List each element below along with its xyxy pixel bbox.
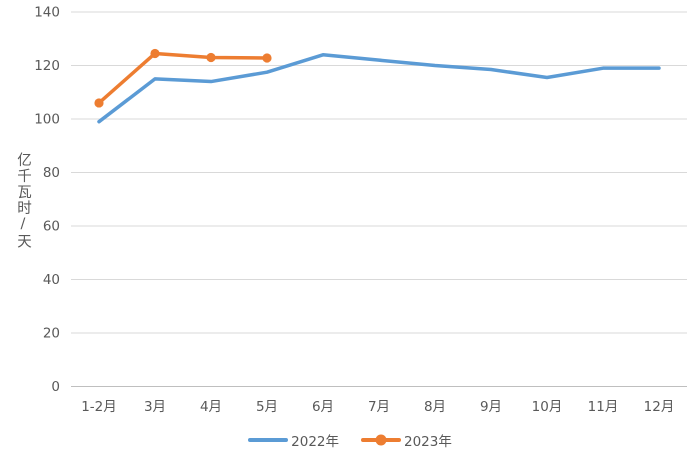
legend: 2022年 2023年 (0, 430, 700, 450)
y-tick-label: 20 (43, 326, 60, 342)
x-tick-label: 8月 (424, 399, 446, 415)
y-tick-label: 60 (43, 219, 60, 235)
x-tick-label: 7月 (368, 399, 390, 415)
y-tick-label: 100 (34, 112, 60, 128)
x-tick-label: 12月 (644, 399, 675, 415)
data-point-series-1[interactable] (262, 53, 272, 63)
y-tick-label: 80 (43, 165, 60, 181)
x-tick-label: 5月 (256, 399, 278, 415)
x-tick-label: 11月 (588, 399, 619, 415)
y-axis-title: 亿千瓦时/天 (15, 152, 31, 250)
legend-line-swatch-2023 (361, 434, 401, 446)
y-tick-label: 40 (43, 272, 60, 288)
legend-line-swatch-2022 (248, 437, 289, 443)
data-point-series-1[interactable] (94, 98, 104, 108)
y-tick-label: 0 (51, 379, 60, 395)
data-point-series-1[interactable] (206, 52, 216, 63)
x-tick-label: 3月 (144, 399, 166, 415)
y-tick-label: 140 (34, 5, 60, 21)
series-line-1[interactable] (97, 51, 269, 105)
series-line-0[interactable] (97, 53, 661, 124)
x-tick-label: 1-2月 (81, 399, 117, 415)
legend-label-2023: 2023年 (404, 434, 452, 450)
x-tick-label: 9月 (480, 399, 502, 415)
legend-marker-dot-2023 (375, 434, 387, 446)
y-tick-label: 120 (34, 58, 60, 74)
x-tick-label: 10月 (532, 399, 563, 415)
x-tick-label: 4月 (200, 399, 222, 415)
data-point-series-1[interactable] (150, 48, 160, 59)
x-tick-label: 6月 (312, 399, 334, 415)
legend-item-2022[interactable]: 2022年 (248, 430, 339, 450)
legend-item-2023[interactable]: 2023年 (361, 430, 452, 450)
legend-label-2022: 2022年 (291, 434, 339, 450)
